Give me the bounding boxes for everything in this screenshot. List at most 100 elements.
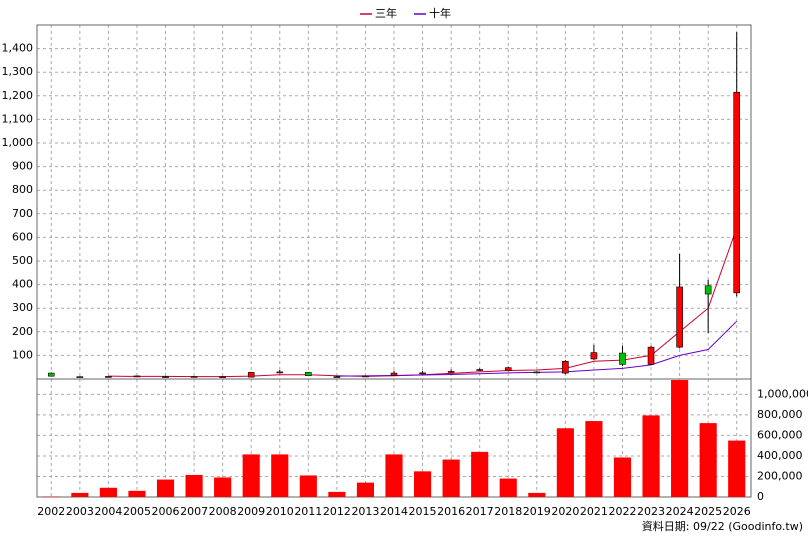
volume-bar (528, 492, 546, 497)
y-tick-label: 1,400 (2, 42, 34, 55)
x-tick-label: 2017 (466, 505, 494, 518)
volume-bar (242, 454, 260, 497)
candle-body (276, 371, 284, 374)
volume-bar (642, 415, 660, 497)
y-tick-label: 1,100 (2, 112, 34, 125)
y-tick-label: 800,000 (757, 408, 803, 421)
volume-bar (356, 482, 375, 497)
candle-body (704, 285, 712, 295)
candle-body (162, 376, 169, 378)
x-tick-label: 2009 (237, 505, 265, 518)
volume-bar (128, 490, 146, 497)
volume-bar (471, 451, 489, 497)
candle-body (590, 352, 598, 360)
candle-body (676, 286, 683, 348)
y-tick-label: 900 (12, 160, 33, 173)
y-tick-label: 500 (12, 254, 33, 267)
y-tick-label: 1,300 (2, 65, 34, 78)
candle-body (76, 376, 84, 378)
x-tick-label: 2024 (666, 505, 694, 518)
volume-bar (271, 454, 289, 497)
candle-body (247, 372, 255, 378)
x-tick-label: 2019 (523, 505, 551, 518)
legend-label: 十年 (429, 6, 451, 20)
volume-bar (214, 477, 232, 497)
candle-body (619, 352, 626, 365)
candle-body (504, 367, 512, 372)
volume-bar (71, 492, 89, 497)
volume-bar (299, 475, 317, 497)
x-tick-label: 2023 (637, 505, 665, 518)
x-tick-label: 2025 (694, 505, 722, 518)
y-tick-label: 1,200 (2, 89, 34, 102)
volume-bar (728, 440, 746, 497)
footer: 資料日期: 09/22 (Goodinfo.tw) (642, 519, 803, 533)
candle-body (105, 376, 112, 378)
candle-body (333, 376, 341, 378)
x-tick-label: 2015 (409, 505, 437, 518)
candle-body (419, 372, 426, 375)
volume-bar (556, 428, 574, 497)
x-tick-label: 2007 (180, 505, 208, 518)
candle-body (647, 346, 655, 365)
y-tick-label: 600 (12, 230, 33, 243)
volume-bar (99, 487, 117, 497)
y-tick-label: 0 (757, 490, 764, 503)
x-tick-label: 2011 (294, 505, 322, 518)
x-tick-label: 2026 (723, 505, 751, 518)
y-tick-label: 200,000 (757, 469, 803, 482)
candle-body (133, 375, 141, 378)
x-tick-label: 2013 (351, 505, 379, 518)
candle-body (47, 372, 55, 377)
volume-bar (185, 474, 203, 497)
x-tick-label: 2012 (323, 505, 351, 518)
y-tick-label: 100 (12, 348, 33, 361)
x-tick-label: 2014 (380, 505, 408, 518)
volume-bar (671, 380, 689, 497)
candle-body (533, 371, 541, 374)
x-tick-label: 2020 (551, 505, 579, 518)
candle-body (305, 372, 312, 376)
candle-body (219, 376, 226, 378)
candle-body (562, 360, 569, 374)
candle-body (447, 371, 455, 373)
y-tick-label: 800 (12, 183, 33, 196)
x-tick-label: 2003 (66, 505, 94, 518)
x-tick-label: 2010 (266, 505, 294, 518)
y-tick-label: 300 (12, 301, 33, 314)
volume-bar (499, 478, 517, 497)
x-tick-label: 2016 (437, 505, 465, 518)
y-tick-label: 1,000 (2, 136, 34, 149)
y-tick-label: 200 (12, 325, 33, 338)
legend-label: 三年 (375, 6, 397, 20)
x-tick-label: 2002 (37, 505, 65, 518)
candle-body (476, 369, 483, 371)
x-tick-label: 2004 (94, 505, 122, 518)
volume-bar (699, 423, 717, 497)
x-tick-label: 2006 (152, 505, 180, 518)
volume-bar (385, 454, 403, 497)
volume-bar (156, 479, 175, 497)
y-tick-label: 700 (12, 207, 33, 220)
x-tick-label: 2022 (608, 505, 636, 518)
y-tick-label: 1,000,000 (757, 387, 808, 400)
y-tick-label: 600,000 (757, 428, 803, 441)
x-tick-label: 2005 (123, 505, 151, 518)
candle-body (733, 91, 741, 294)
volume-bar (328, 491, 346, 497)
y-tick-label: 400,000 (757, 449, 803, 462)
volume-bar (613, 457, 632, 497)
volume-bar (42, 496, 60, 497)
x-tick-label: 2018 (494, 505, 522, 518)
candle-body (190, 376, 198, 378)
candle-body (362, 375, 369, 378)
candle-body (390, 372, 398, 376)
volume-bar (413, 471, 432, 497)
volume-bar (442, 459, 460, 497)
x-tick-label: 2021 (580, 505, 608, 518)
x-tick-label: 2008 (209, 505, 237, 518)
y-tick-label: 400 (12, 278, 33, 291)
volume-bar (585, 421, 603, 497)
